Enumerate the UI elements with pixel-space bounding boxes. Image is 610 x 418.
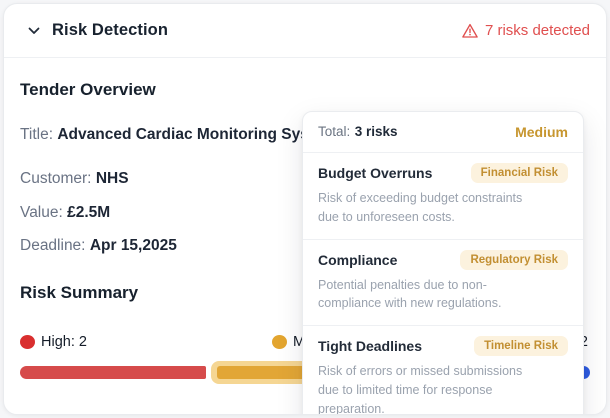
tender-field-customer: Customer: NHS [20,170,590,188]
panel-body: Tender Overview Title: Advanced Cardiac … [4,58,606,414]
risk-item-description: Risk of errors or missed submissions due… [318,364,523,415]
risk-item: Budget Overruns Financial Risk Risk of e… [303,153,583,240]
risk-item-description: Potential penalties due to non-complianc… [318,277,502,311]
high-dot-icon [20,335,35,349]
legend-label: High: 2 [41,334,87,350]
panel-collapse-toggle[interactable]: Risk Detection [26,21,168,40]
risk-item-description: Risk of exceeding budget constraints due… [318,191,523,224]
risk-alert-text: 7 risks detected [484,22,590,39]
chevron-down-icon [28,27,40,34]
risk-item-title: Budget Overruns [318,165,433,181]
field-value: £2.5M [67,204,111,221]
field-value: Advanced Cardiac Monitoring Systems [57,126,346,143]
risk-item-title: Tight Deadlines [318,338,422,354]
panel-title: Risk Detection [52,21,169,39]
risk-alert-badge: 7 risks detected [461,22,590,40]
risk-category-badge: Regulatory Risk [460,249,568,270]
warning-triangle-icon [462,23,478,38]
risk-item: Compliance Regulatory Risk Potential pen… [303,240,583,326]
popup-header: Total: 3 risks Medium [303,112,583,153]
risk-summary-heading: Risk Summary [20,283,139,302]
medium-dot-icon [272,335,287,349]
field-value: NHS [95,170,129,187]
field-label: Customer: [20,170,92,187]
popup-severity-badge: Medium [515,124,568,140]
risk-item: Tight Deadlines Timeline Risk Risk of er… [303,326,583,415]
tender-overview-heading: Tender Overview [20,80,156,99]
popup-total-value: 3 risks [354,124,398,139]
popup-total: Total: 3 risks [318,123,398,141]
risk-item-title: Compliance [318,251,398,268]
risk-detection-panel: Risk Detection 7 risks detected Tender O… [3,3,607,415]
risk-tooltip-popup: Total: 3 risks Medium Budget Overruns Fi… [302,111,584,415]
risk-category-badge: Timeline Risk [474,336,568,356]
panel-header: Risk Detection 7 risks detected [4,4,606,58]
tender-field-value: Value: £2.5M [20,204,590,222]
popup-total-label: Total: [318,124,351,139]
field-value: Apr 15,2025 [89,237,177,254]
field-label: Value: [20,204,63,221]
field-label: Title: [20,126,54,143]
bar-segment-high[interactable] [20,365,206,379]
tender-field-title: Title: Advanced Cardiac Monitoring Syste… [20,126,590,144]
field-label: Deadline: [20,237,86,254]
legend-item-high: High: 2 [20,334,87,350]
risk-category-badge: Financial Risk [470,163,568,183]
tender-field-deadline: Deadline: Apr 15,2025 [20,237,590,255]
